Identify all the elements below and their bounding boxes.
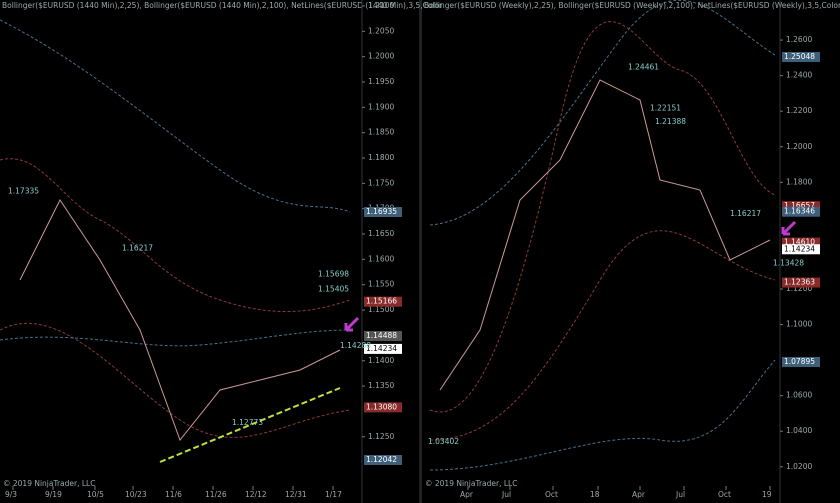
y-tick-label: 1.1000 <box>786 320 812 329</box>
y-tick-label: 1.0200 <box>786 462 812 471</box>
price-box <box>364 343 402 354</box>
price-box-label: 1.16346 <box>784 207 815 216</box>
price-box-label: 1.14234 <box>366 344 397 353</box>
y-tick-label: 1.0600 <box>786 391 812 400</box>
price-annotation: 1.13428 <box>773 259 804 268</box>
x-tick-label: Oct <box>545 490 558 499</box>
price-annotation: 1.16217 <box>122 243 153 252</box>
price-annotation: 1.12773 <box>232 418 263 427</box>
price-annotation: 1.03402 <box>428 437 459 446</box>
x-tick-label: Jul <box>501 490 511 499</box>
price-box <box>364 296 402 307</box>
x-tick-label: 10/5 <box>87 490 104 499</box>
price-annotation: 1.22151 <box>650 104 681 113</box>
price-annotation: 1.21388 <box>655 117 686 126</box>
price-box-label: 1.07895 <box>784 357 815 366</box>
x-tick-label: 1/17 <box>325 490 342 499</box>
price-box-label: 1.16657 <box>784 201 815 210</box>
price-annotation: 1.17335 <box>8 187 39 196</box>
y-tick-label: 1.2000 <box>368 52 394 61</box>
price-box-label: 1.12042 <box>366 455 397 464</box>
copyright: © 2019 NinjaTrader, LLC <box>3 479 95 488</box>
y-tick-label: 1.1550 <box>368 280 394 289</box>
y-tick-label: 1.1950 <box>368 77 394 86</box>
panel-header: Bollinger($EURUSD (Weekly),2,25), Bollin… <box>424 1 840 10</box>
x-tick-label: Apr <box>632 490 646 499</box>
price-annotation: 1.15405 <box>318 285 349 294</box>
price-box <box>782 244 820 255</box>
y-tick-label: 1.1750 <box>368 178 394 187</box>
y-tick-label: 1.1500 <box>368 305 394 314</box>
price-annotation: 1.24461 <box>628 62 659 71</box>
price-box-label: 1.13080 <box>366 402 397 411</box>
y-tick-label: 1.2100 <box>368 1 394 10</box>
price-box-label: 1.16935 <box>366 207 397 216</box>
price-box-label: 1.25048 <box>784 52 815 61</box>
y-tick-label: 1.1650 <box>368 229 394 238</box>
price-box-label: 1.12363 <box>784 278 815 287</box>
x-tick-label: 12/31 <box>285 490 307 499</box>
y-tick-label: 1.1400 <box>368 356 394 365</box>
price-box <box>782 356 820 367</box>
y-tick-label: 1.2600 <box>786 35 812 44</box>
price-annotation: 1.16217 <box>730 209 761 218</box>
price-box <box>782 201 820 212</box>
y-tick-label: 1.1900 <box>368 102 394 111</box>
x-tick-label: 11/6 <box>165 490 182 499</box>
y-tick-label: 1.1800 <box>368 153 394 162</box>
x-tick-label: Jul <box>675 490 685 499</box>
y-tick-label: 1.1250 <box>368 432 394 441</box>
x-tick-label: Oct <box>718 490 731 499</box>
x-tick-label: 9/3 <box>5 490 17 499</box>
y-tick-label: 1.1200 <box>786 284 812 293</box>
y-tick-label: 1.2000 <box>786 142 812 151</box>
x-tick-label: 9/19 <box>45 490 62 499</box>
panel-header: Bollinger($EURUSD (1440 Min),2,25), Boll… <box>2 1 443 10</box>
x-tick-label: 19 <box>762 490 772 499</box>
price-box <box>364 454 402 465</box>
price-box-label: 1.14488 <box>366 331 397 340</box>
copyright: © 2019 NinjaTrader, LLC <box>425 479 517 488</box>
y-tick-label: 1.1600 <box>368 254 394 263</box>
y-tick-label: 1.0400 <box>786 426 812 435</box>
x-tick-label: 11/26 <box>205 490 227 499</box>
price-box <box>782 237 820 248</box>
price-annotation: 1.15698 <box>318 270 349 279</box>
price-box-label: 1.14234 <box>784 244 815 253</box>
price-box <box>364 402 402 413</box>
price-box <box>364 331 402 342</box>
x-tick-label: 18 <box>590 490 600 499</box>
x-tick-label: Apr <box>460 490 474 499</box>
price-box <box>364 207 402 218</box>
x-tick-label: 12/12 <box>245 490 267 499</box>
price-box <box>782 277 820 288</box>
y-tick-label: 1.2400 <box>786 71 812 80</box>
y-tick-label: 1.1850 <box>368 128 394 137</box>
price-box-label: 1.14610 <box>784 238 815 247</box>
x-tick-label: 10/23 <box>125 490 147 499</box>
y-tick-label: 1.2200 <box>786 106 812 115</box>
y-tick-label: 1.1800 <box>786 177 812 186</box>
y-tick-label: 1.2050 <box>368 26 394 35</box>
price-box <box>782 206 820 217</box>
price-box-label: 1.15166 <box>366 297 397 306</box>
y-tick-label: 1.1350 <box>368 381 394 390</box>
price-box <box>782 52 820 62</box>
price-annotation: 1.14288 <box>340 341 371 350</box>
